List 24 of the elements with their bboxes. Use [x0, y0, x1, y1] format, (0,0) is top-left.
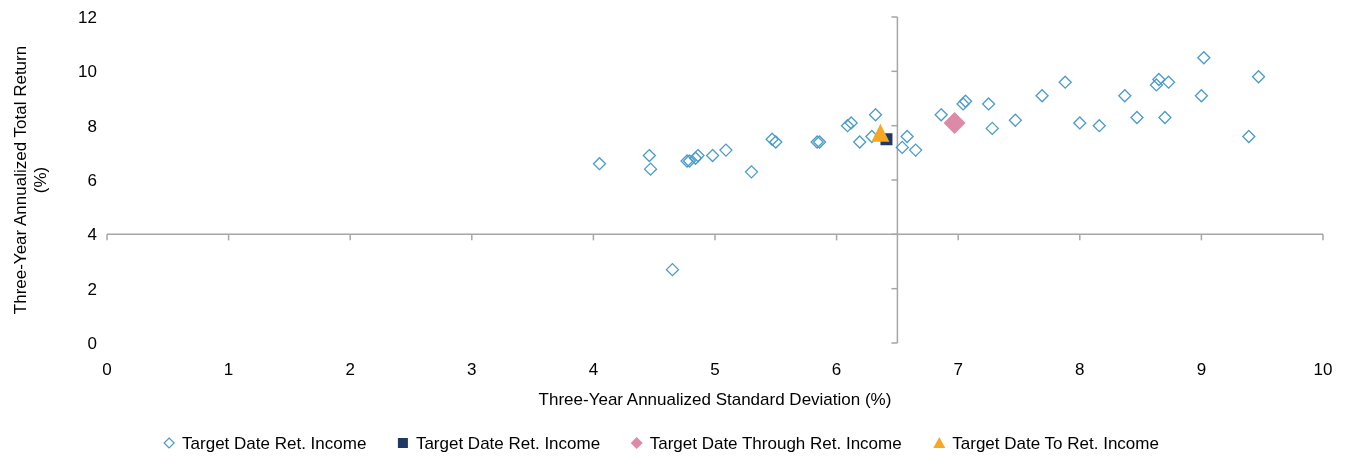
- x-tick-label: 4: [588, 359, 599, 379]
- y-tick-label: 6: [87, 170, 97, 190]
- x-tick-label: 2: [345, 359, 355, 379]
- legend-label: Target Date To Ret. Income: [952, 433, 1159, 453]
- x-axis-title: Three-Year Annualized Standard Deviation (%): [538, 390, 892, 409]
- x-tick-label: 6: [831, 359, 842, 379]
- x-tick-label: 10: [1313, 359, 1333, 379]
- legend-label: Target Date Ret. Income: [182, 433, 367, 453]
- y-tick-label: 4: [87, 225, 97, 245]
- x-tick-label: 9: [1196, 359, 1207, 379]
- x-tick-label: 3: [467, 359, 477, 379]
- x-tick-label: 5: [710, 359, 720, 379]
- x-tick-label: 0: [102, 359, 112, 379]
- x-tick-label: 8: [1075, 359, 1085, 379]
- y-tick-label: 10: [78, 62, 97, 82]
- y-tick-label: 8: [87, 116, 97, 136]
- x-tick-label: 7: [953, 359, 963, 379]
- legend-label: Target Date Through Ret. Income: [649, 433, 902, 453]
- y-tick-label: 12: [78, 7, 97, 27]
- y-tick-label: 0: [87, 333, 97, 353]
- y-tick-label: 2: [87, 279, 97, 299]
- y-axis-title: Three-Year Annualized Total Return (%): [11, 45, 50, 315]
- x-tick-label: 1: [223, 359, 234, 379]
- legend-label: Target Date Ret. Income: [415, 433, 601, 453]
